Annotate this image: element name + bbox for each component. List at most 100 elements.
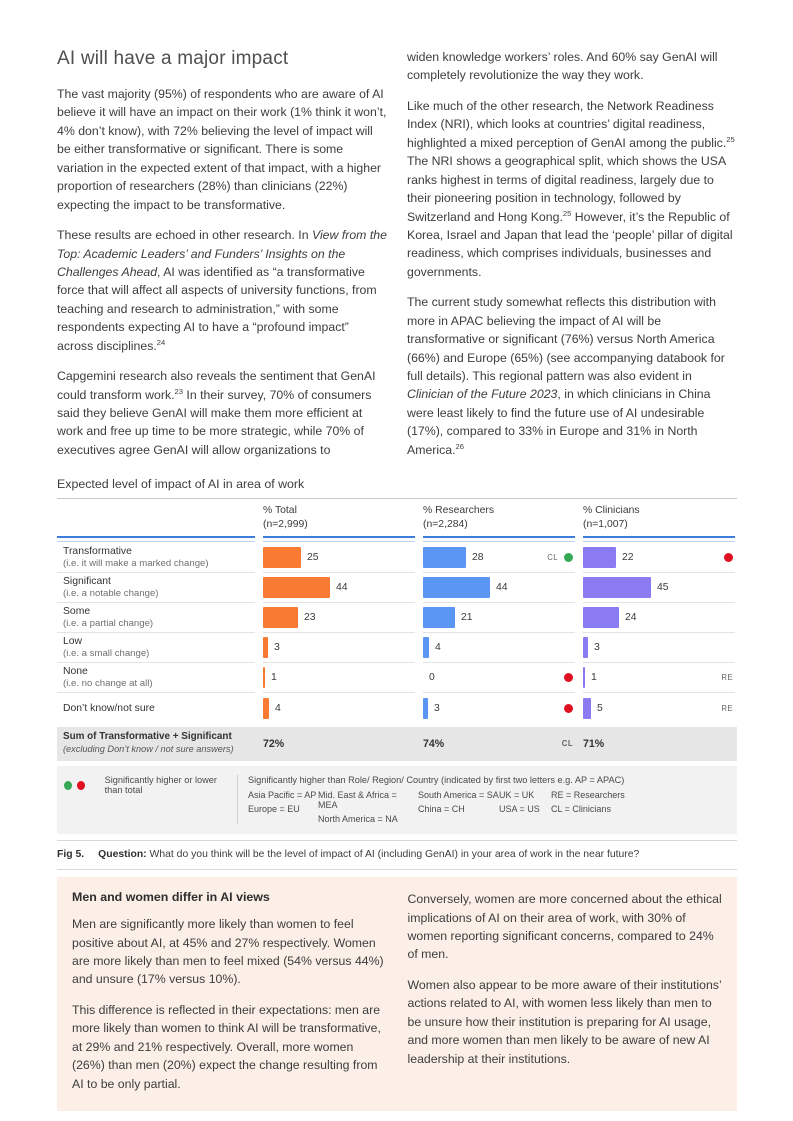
bar-value: 3 <box>274 642 280 654</box>
bar <box>263 547 301 569</box>
bar-value: 3 <box>594 642 600 654</box>
bar-cell: 4 <box>263 693 415 723</box>
bar-value: 4 <box>275 702 281 714</box>
bar-value: 44 <box>496 582 508 594</box>
legend-significance: Significantly higher or lower than total <box>57 775 237 795</box>
callout-left-column: Men and women differ in AI views Men are… <box>72 890 387 1105</box>
bar <box>423 637 429 659</box>
bar <box>423 607 455 629</box>
row-sublabel: (i.e. a notable change) <box>63 588 159 600</box>
bar-value: 5 <box>597 702 603 714</box>
green-dot-icon <box>64 780 72 790</box>
column-header-total: % Total (n=2,999) <box>263 504 415 543</box>
bar <box>263 697 269 719</box>
bar-value: 44 <box>336 582 348 594</box>
row-sublabel: (i.e. a small change) <box>63 648 150 660</box>
chart-legend: Significantly higher or lower than total… <box>57 766 737 835</box>
bar <box>583 637 588 659</box>
figure-caption: Fig 5. Question: What do you think will b… <box>57 840 737 871</box>
bar-cell: 28 CL <box>423 543 575 574</box>
sum-row-label: Sum of Transformative + Significant <box>63 731 232 743</box>
figure-number: Fig 5. <box>57 849 85 861</box>
legend-abbrev-column: Mid. East & Africa = MEA North America =… <box>318 790 398 825</box>
row-label: Some <box>63 606 91 618</box>
bar <box>583 547 616 569</box>
bar-cell: 1 <box>263 663 415 694</box>
marker-text: CL <box>547 553 558 563</box>
legend-abbreviations: Significantly higher than Role/ Region/ … <box>238 775 625 824</box>
legend-abbrev-column: Asia Pacific = AP Europe = EU <box>248 790 317 815</box>
bar <box>583 697 591 719</box>
legend-abbrev-column: RE = Researchers CL = Clinicians <box>551 790 625 815</box>
bar <box>263 607 298 629</box>
bar-value: 45 <box>657 582 669 594</box>
column-header-researchers: % Researchers (n=2,284) <box>423 504 575 543</box>
marker-text: RE <box>721 673 733 683</box>
bar <box>423 697 428 719</box>
sum-row-sublabel: (excluding Don’t know / not sure answers… <box>63 744 234 755</box>
significance-dot <box>564 553 573 563</box>
intro-left-column: AI will have a major impact The vast maj… <box>57 48 387 471</box>
intro-section: AI will have a major impact The vast maj… <box>57 48 737 471</box>
bar-cell: 4 <box>423 633 575 664</box>
callout-heading: Men and women differ in AI views <box>72 890 270 905</box>
paragraph: Women also appear to be more aware of th… <box>407 977 722 1066</box>
bar-cell: 1 RE <box>583 663 735 694</box>
bar-cell: 3 <box>423 693 575 723</box>
table-row: Some (i.e. a partial change) 23 21 <box>57 603 737 634</box>
question-label: Question: <box>98 849 147 861</box>
column-header-clinicians: % Clinicians (n=1,007) <box>583 504 735 543</box>
divider <box>237 775 238 825</box>
callout-right-column: Conversely, women are more concerned abo… <box>408 890 723 1105</box>
row-sublabel: (i.e. it will make a marked change) <box>63 558 209 570</box>
paragraph: Conversely, women are more concerned abo… <box>407 892 722 962</box>
paragraph: The current study somewhat reflects this… <box>407 295 725 457</box>
bar-cell: 3 <box>583 633 735 664</box>
bar-value: 28 <box>472 552 484 564</box>
bar-value: 25 <box>307 552 319 564</box>
bar-value: 4 <box>435 642 441 654</box>
paragraph: Like much of the other research, the Net… <box>407 98 735 279</box>
bar-value: 3 <box>434 702 440 714</box>
sum-value-clinicians: 71% <box>583 737 605 750</box>
gender-callout-box: Men and women differ in AI views Men are… <box>57 877 737 1112</box>
paragraph: These results are echoed in other resear… <box>57 228 387 353</box>
red-dot-icon <box>76 780 85 790</box>
chart-title: Expected level of impact of AI in area o… <box>57 477 305 492</box>
bar-value: 1 <box>271 672 277 684</box>
sum-value-researchers: 74% CL <box>423 737 573 750</box>
paragraph: This difference is reflected in their ex… <box>72 1002 381 1091</box>
legend-abbrev-column: UK = UK USA = US <box>499 790 540 815</box>
marker-text: CL <box>561 739 573 749</box>
bar <box>263 667 265 689</box>
table-row: Significant (i.e. a notable change) 44 4… <box>57 573 737 604</box>
sum-value-total: 72% <box>263 737 285 750</box>
significance-dot <box>564 703 573 713</box>
paragraph: widen knowledge workers’ roles. And 60% … <box>407 50 718 83</box>
bar-value: 21 <box>461 612 473 624</box>
paragraph: The vast majority (95%) of respondents w… <box>57 87 387 212</box>
sum-row: Sum of Transformative + Significant (exc… <box>57 727 737 762</box>
bar-cell: 5 RE <box>583 693 735 723</box>
bar-cell: 45 <box>583 573 735 604</box>
significance-dot <box>724 553 733 563</box>
bar-value: 22 <box>622 552 634 564</box>
bar-cell: 44 <box>263 573 415 604</box>
table-row: Transformative (i.e. it will make a mark… <box>57 543 737 574</box>
row-label: None <box>63 666 88 678</box>
bar <box>263 577 330 599</box>
table-row: Don’t know/not sure 4 3 <box>57 693 737 723</box>
bar-value: 0 <box>429 672 435 684</box>
legend-significance-label: Significantly higher or lower than total <box>104 775 217 796</box>
bar-cell: 3 <box>263 633 415 664</box>
significance-dot <box>564 673 573 683</box>
bar <box>263 637 268 659</box>
legend-abbrev-header: Significantly higher than Role/ Region/ … <box>248 775 625 786</box>
bar-value: 24 <box>625 612 637 624</box>
row-label: Low <box>63 636 83 648</box>
legend-abbrev-column: South America = SA China = CH <box>418 790 499 815</box>
paragraph: Capgemini research also reveals the sent… <box>57 369 376 457</box>
bar <box>583 667 585 689</box>
question-text: What do you think will be the level of i… <box>149 849 640 861</box>
